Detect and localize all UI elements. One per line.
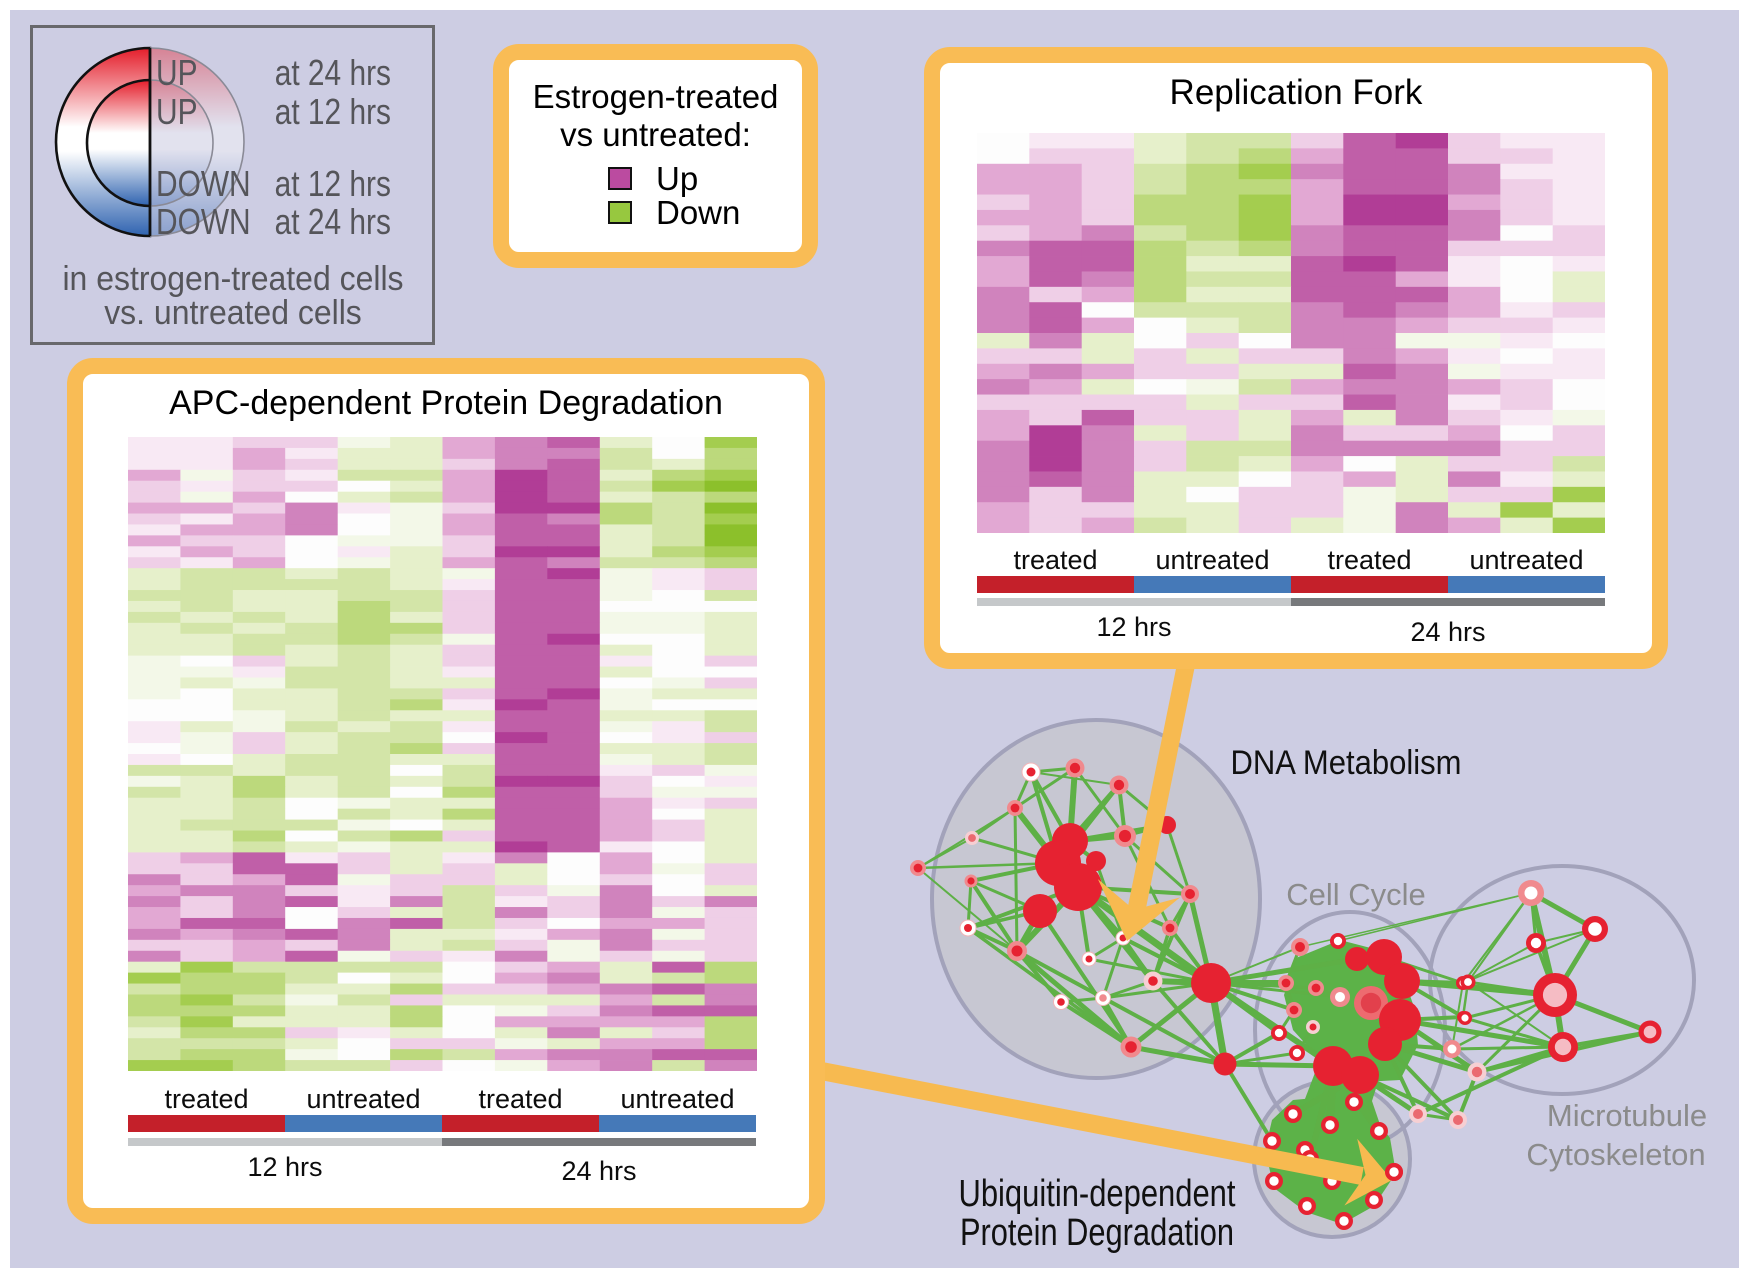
svg-text:Cytoskeleton: Cytoskeleton [1526, 1137, 1705, 1172]
svg-text:Microtubule: Microtubule [1547, 1098, 1707, 1133]
svg-text:Ubiquitin-dependent: Ubiquitin-dependent [959, 1173, 1236, 1215]
svg-text:DNA Metabolism: DNA Metabolism [1231, 744, 1462, 782]
svg-text:Protein Degradation: Protein Degradation [960, 1212, 1234, 1254]
svg-text:Cell Cycle: Cell Cycle [1286, 877, 1426, 912]
